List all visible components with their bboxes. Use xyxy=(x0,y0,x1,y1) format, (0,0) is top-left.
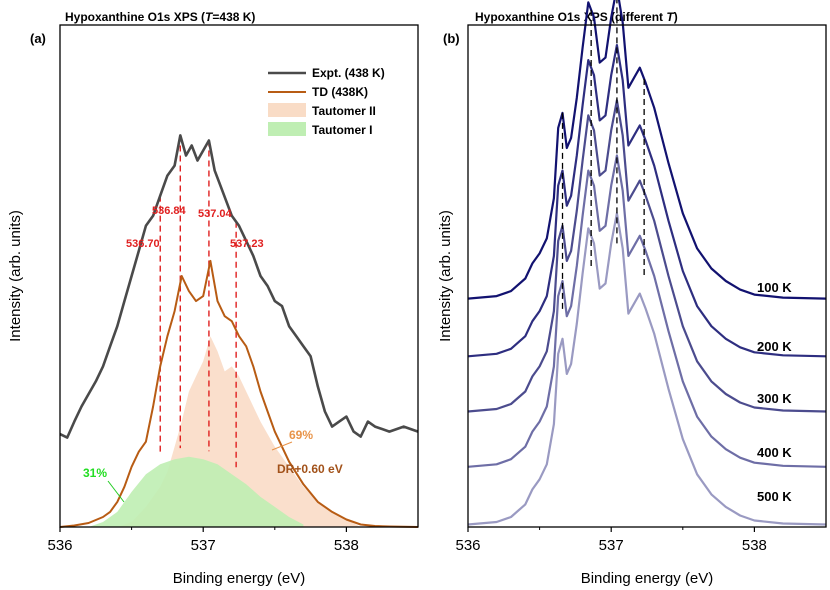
peak-label-537-23: 537.23 xyxy=(230,238,264,250)
panel-b-frame xyxy=(467,24,827,528)
tautomer-i-pointer xyxy=(107,480,125,503)
legend-label-tautomer-i: Tautomer I xyxy=(312,123,372,137)
temp-label-500k: 500 K xyxy=(757,489,792,504)
panel-a-title: Hypoxanthine O1s XPS (T=438 K) xyxy=(65,10,255,24)
panel-b-x-ticks: 536 537 538 xyxy=(455,527,767,554)
panel-a-ylabel: Intensity (arb. units) xyxy=(7,210,24,342)
shift-label: DR+0.60 eV xyxy=(277,462,343,476)
tautomer-ii-pointer xyxy=(271,441,293,451)
temp-label-400k: 400 K xyxy=(757,445,792,460)
series-td-line xyxy=(59,259,419,528)
tautomer-i-percent: 31% xyxy=(83,466,107,480)
panel-a: Hypoxanthine O1s XPS (T=438 K) (a) 536 53… xyxy=(7,10,419,587)
panel-a-x-ticks: 536 537 538 xyxy=(47,527,359,554)
panel-b-xtick-label-538: 538 xyxy=(742,537,767,554)
panel-a-xtick-label-536: 536 xyxy=(47,537,72,554)
panel-a-xlabel: Binding energy (eV) xyxy=(173,570,306,587)
tautomer-ii-percent: 69% xyxy=(289,428,313,442)
panel-b-plot-area xyxy=(467,0,827,526)
series-expt-line xyxy=(59,134,419,439)
panel-a-label: (a) xyxy=(30,31,46,46)
legend-swatch-tautomer-i xyxy=(268,122,306,136)
series-500k-line xyxy=(467,212,827,526)
peak-label-537-04: 537.04 xyxy=(198,208,233,220)
legend-swatch-tautomer-ii xyxy=(268,103,306,117)
panel-b-xtick-label-536: 536 xyxy=(455,537,480,554)
peak-label-536-70: 536.70 xyxy=(126,238,160,250)
panel-a-plot-area xyxy=(59,134,419,528)
panel-b: Hypoxanthine O1s XPS (different T) (b) 5… xyxy=(437,0,827,587)
series-200k-line xyxy=(467,44,827,358)
series-300k-line xyxy=(467,99,827,413)
panel-a-frame xyxy=(59,24,419,528)
temp-label-200k: 200 K xyxy=(757,339,792,354)
series-100k-line xyxy=(467,0,827,300)
legend-label-td: TD (438K) xyxy=(312,85,368,99)
panel-b-xtick-label-537: 537 xyxy=(599,537,624,554)
panel-b-label: (b) xyxy=(443,31,460,46)
series-tautomer-i-area xyxy=(88,456,304,527)
panel-b-xlabel: Binding energy (eV) xyxy=(581,570,714,587)
temp-label-100k: 100 K xyxy=(757,280,792,295)
panel-b-ylabel: Intensity (arb. units) xyxy=(437,210,454,342)
panel-a-xtick-label-537: 537 xyxy=(191,537,216,554)
temp-label-300k: 300 K xyxy=(757,391,792,406)
legend: Expt. (438 K) TD (438K) Tautomer II Taut… xyxy=(268,66,385,137)
legend-label-expt: Expt. (438 K) xyxy=(312,66,385,80)
panel-a-xtick-label-538: 538 xyxy=(334,537,359,554)
series-400k-line xyxy=(467,154,827,468)
legend-label-tautomer-ii: Tautomer II xyxy=(312,104,376,118)
peak-label-536-84: 536.84 xyxy=(152,205,187,217)
panel-b-title: Hypoxanthine O1s XPS (different T) xyxy=(475,10,678,24)
